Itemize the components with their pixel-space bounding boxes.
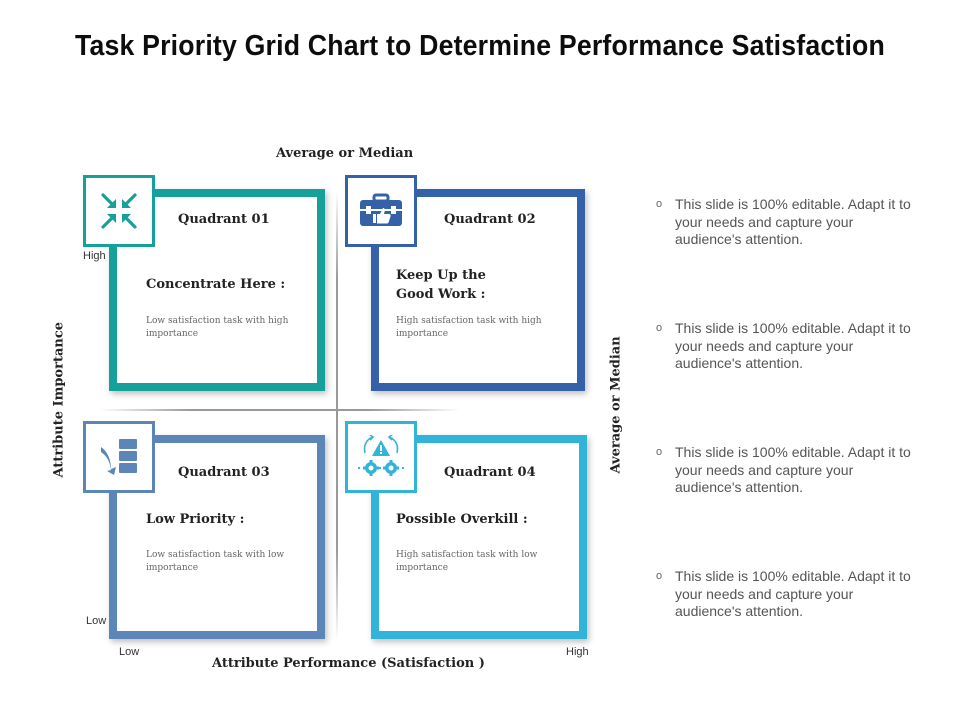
bullet-item-1: o This slide is 100% editable. Adapt it … bbox=[656, 196, 916, 249]
quadrant-02-heading: Keep Up the Good Work : bbox=[396, 268, 486, 302]
y-high-tick: High bbox=[83, 250, 106, 262]
bullet-item-3: o This slide is 100% editable. Adapt it … bbox=[656, 444, 916, 497]
warning-gears-icon bbox=[345, 421, 417, 493]
quadrant-04-title: Quadrant 04 bbox=[444, 465, 536, 480]
compress-arrows-icon bbox=[83, 175, 155, 247]
quadrant-01-title: Quadrant 01 bbox=[178, 212, 270, 227]
quadrant-04-description: High satisfaction task with low importan… bbox=[396, 550, 538, 573]
quadrant-03-title: Quadrant 03 bbox=[178, 465, 270, 480]
quadrant-01-description: Low satisfaction task with high importan… bbox=[146, 316, 289, 339]
quadrant-01-heading: Concentrate Here : bbox=[146, 277, 286, 292]
bullet-marker: o bbox=[656, 446, 663, 458]
horizontal-divider bbox=[100, 409, 460, 411]
vertical-divider bbox=[336, 190, 338, 640]
briefcase-thumbs-up-icon bbox=[345, 175, 417, 247]
bullet-item-2: o This slide is 100% editable. Adapt it … bbox=[656, 320, 916, 373]
right-axis-label: Average or Median bbox=[608, 336, 624, 474]
bullet-text: This slide is 100% editable. Adapt it to… bbox=[675, 320, 911, 371]
bullet-item-4: o This slide is 100% editable. Adapt it … bbox=[656, 568, 916, 621]
quadrant-04-card bbox=[371, 435, 587, 639]
x-low-tick: Low bbox=[119, 646, 140, 658]
priority-stack-icon bbox=[83, 421, 155, 493]
top-axis-label: Average or Median bbox=[276, 146, 414, 161]
quadrant-04-heading: Possible Overkill : bbox=[396, 512, 528, 527]
x-high-tick: High bbox=[566, 646, 589, 658]
bottom-axis-label: Attribute Performance (Satisfaction ) bbox=[212, 656, 485, 671]
quadrant-03-heading: Low Priority : bbox=[146, 512, 245, 527]
y-low-tick: Low bbox=[86, 615, 107, 627]
bullet-text: This slide is 100% editable. Adapt it to… bbox=[675, 568, 911, 619]
bullet-text: This slide is 100% editable. Adapt it to… bbox=[675, 196, 911, 247]
page-title: Task Priority Grid Chart to Determine Pe… bbox=[74, 30, 886, 62]
quadrant-02-title: Quadrant 02 bbox=[444, 212, 536, 227]
quadrant-03-description: Low satisfaction task with low importanc… bbox=[146, 550, 285, 573]
quadrant-02-description: High satisfaction task with high importa… bbox=[396, 316, 542, 339]
bullet-text: This slide is 100% editable. Adapt it to… bbox=[675, 444, 911, 495]
left-axis-label: Attribute Importance bbox=[51, 321, 67, 478]
bullet-marker: o bbox=[656, 198, 663, 210]
bullet-marker: o bbox=[656, 322, 663, 334]
bullet-marker: o bbox=[656, 570, 663, 582]
